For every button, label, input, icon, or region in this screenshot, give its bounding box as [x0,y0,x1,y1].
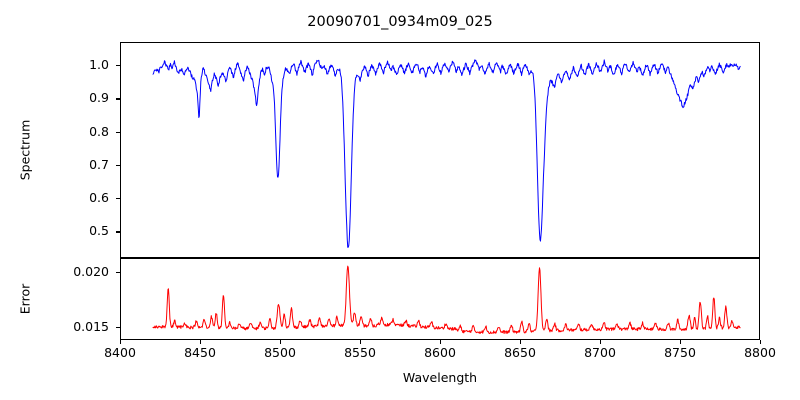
error-panel [120,258,760,340]
x-tick-8700: 8700 [584,345,616,360]
spectrum-plot-area [152,59,741,248]
y-tick-spectrum-0.9: 0.9 [89,90,109,106]
y-tick-spectrum-0.6: 0.6 [89,190,109,206]
x-tick-8450: 8450 [184,345,216,360]
x-tick-8650: 8650 [504,345,536,360]
x-tick-8750: 8750 [664,345,696,360]
page-title: 20090701_0934m09_025 [307,14,493,30]
x-tick-8800: 8800 [744,345,776,360]
x-axis-label: Wavelength [402,370,478,385]
y-tick-spectrum-0.7: 0.7 [89,156,109,172]
x-tick-8500: 8500 [264,345,296,360]
y-tick-error-0.015: 0.015 [73,318,109,334]
error-plot-area [152,265,741,335]
x-tick-8600: 8600 [424,345,456,360]
y-tick-spectrum-0.8: 0.8 [89,123,109,139]
y-tick-spectrum-0.5: 0.5 [89,223,109,239]
spectrum-panel [120,42,760,258]
y-tick-error-0.020: 0.020 [73,264,109,280]
y-tick-spectrum-1.0: 1.0 [89,57,109,73]
y-axis-label-spectrum: Spectrum [17,119,33,181]
y-axis-label-error: Error [17,283,33,315]
x-tick-8550: 8550 [344,345,376,360]
x-tick-8400: 8400 [104,345,136,360]
